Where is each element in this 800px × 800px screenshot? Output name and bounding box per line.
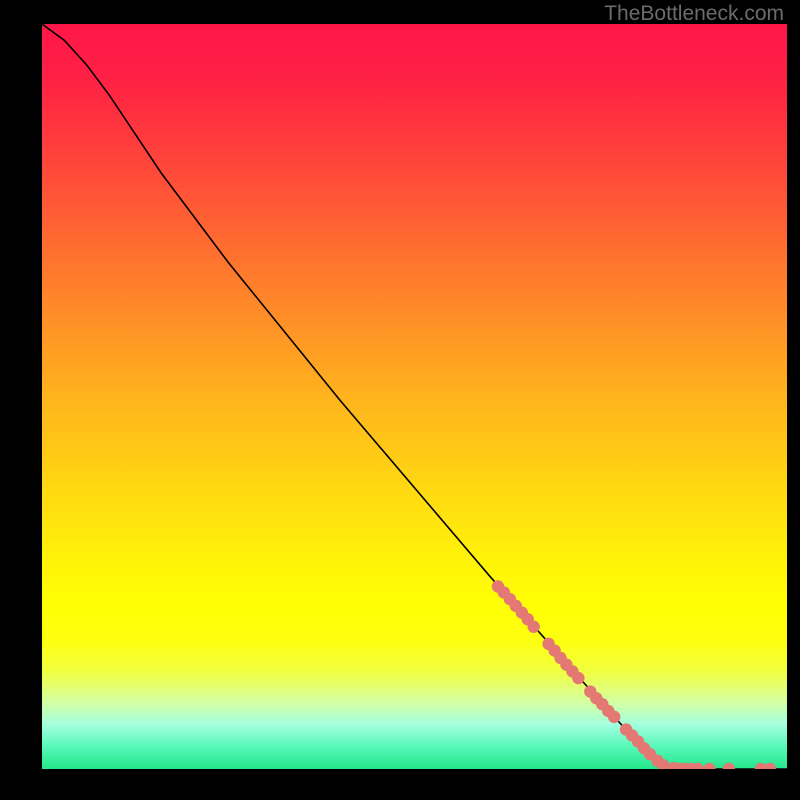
attribution-text: TheBottleneck.com <box>604 2 784 26</box>
heatmap-background <box>42 24 787 769</box>
datapoint-marker <box>528 621 540 633</box>
chart-root: TheBottleneck.com <box>0 0 800 800</box>
datapoint-marker <box>572 672 584 684</box>
plot-area <box>42 24 787 769</box>
datapoint-marker <box>608 711 620 723</box>
